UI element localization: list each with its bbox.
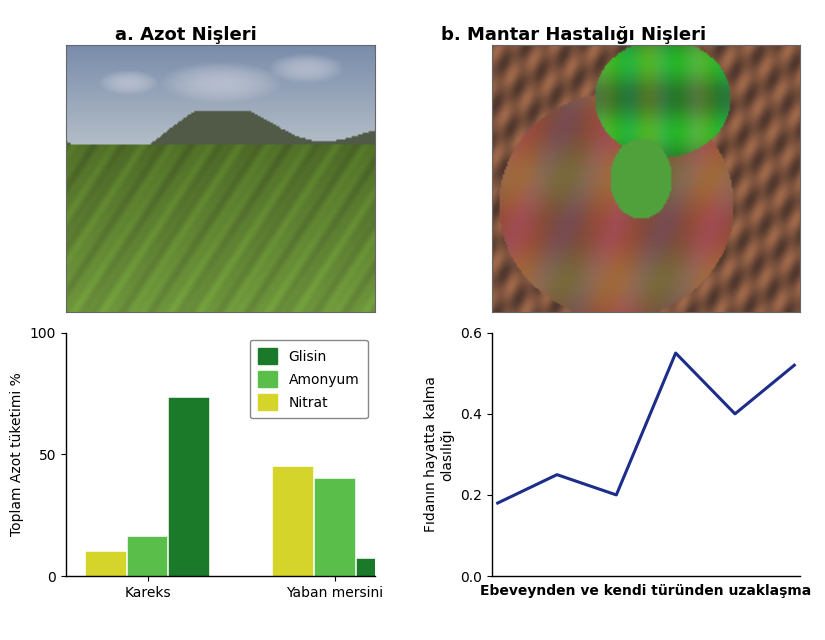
Text: a. Azot Nişleri: a. Azot Nişleri: [115, 26, 257, 44]
Bar: [169, 399, 209, 576]
Y-axis label: Fıdanın hayatta kalma
olasılığı: Fıdanın hayatta kalma olasılığı: [424, 376, 455, 532]
Bar: [128, 537, 167, 576]
Text: b. Mantar Hastalığı Nişleri: b. Mantar Hastalığı Nişleri: [441, 26, 706, 44]
Bar: [273, 467, 313, 576]
Bar: [315, 479, 355, 576]
Bar: [86, 552, 125, 576]
X-axis label: Ebeveynden ve kendi türünden uzaklaşma: Ebeveynden ve kendi türünden uzaklaşma: [480, 584, 812, 598]
Legend: Glisin, Amonyum, Nitrat: Glisin, Amonyum, Nitrat: [250, 340, 368, 419]
Bar: [356, 559, 396, 576]
Y-axis label: Toplam Azot tüketimi %: Toplam Azot tüketimi %: [11, 372, 25, 536]
